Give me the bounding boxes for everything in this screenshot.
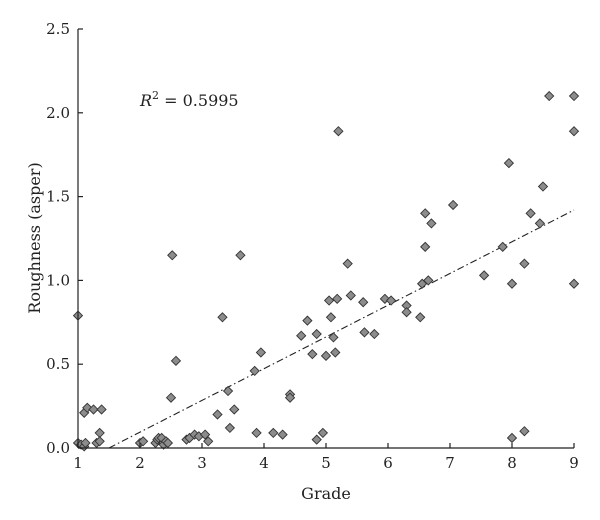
data-point [94,436,105,447]
data-point [277,429,288,440]
data-point [420,241,431,253]
data-point [332,293,343,304]
x-tick-label: 3 [197,454,207,472]
data-point [320,350,332,361]
data-point [284,392,296,403]
data-point [478,270,490,281]
data-point [369,328,380,340]
data-point [268,427,279,439]
points-layer [72,90,580,452]
data-point [235,250,246,261]
x-tick-label: 6 [383,454,393,472]
data-point [249,365,260,377]
data-point [255,347,267,358]
x-tick-label: 7 [445,454,455,472]
x-tick-label: 9 [569,454,579,472]
data-point [222,385,234,397]
y-tick-label: 2.5 [46,20,70,38]
data-point [203,436,214,447]
x-tick-label: 4 [259,454,269,472]
data-point [302,315,313,326]
r2-annotation: R2 = 0.5995 [139,89,239,110]
data-point [199,429,211,440]
data-point [325,312,337,323]
axes-layer: 1 2 3 4 5 6 7 8 9 0.0 0.5 1.0 1.5 2.0 2.5 [46,20,579,472]
x-tick-label: 8 [507,454,517,472]
data-point [251,427,262,439]
y-tick-label: 0.0 [46,439,70,457]
x-tick-label: 1 [73,454,83,472]
data-point [423,275,434,286]
data-point [519,258,530,269]
r2-symbol: R [139,91,152,110]
trendline-layer [108,209,575,449]
r2-superscript: 2 [152,89,159,102]
data-point [503,157,515,169]
data-point [415,312,426,323]
data-point [229,404,240,415]
data-point [94,427,105,439]
data-point [307,349,318,360]
data-point [568,278,580,289]
r2-value: = 0.5995 [159,91,239,110]
data-point [401,307,412,318]
data-point [167,250,178,261]
data-point [506,432,518,444]
x-tick-label: 2 [135,454,145,472]
x-tick-label: 5 [321,454,331,472]
data-point [358,297,369,308]
data-point [330,347,341,358]
data-point [568,90,580,102]
data-point [317,427,329,439]
data-point [359,327,370,338]
y-tick-label: 0.5 [46,355,70,373]
data-point [534,218,546,229]
data-point [537,181,549,192]
data-point [385,295,397,306]
data-point [137,436,149,447]
data-point [420,208,431,219]
data-point [170,355,182,366]
data-point [224,422,236,434]
y-tick-label: 1.0 [46,271,70,289]
data-point [506,278,518,289]
data-point [323,295,335,306]
y-axis-title: Roughness (asper) [25,162,44,313]
y-tick-label: 2.0 [46,104,70,122]
data-point [311,328,322,340]
data-point [426,218,437,229]
data-point [217,312,228,323]
data-point [311,434,322,445]
y-tick-label: 1.5 [46,188,70,206]
x-axis-title: Grade [301,484,351,503]
data-point [96,404,107,415]
data-point [447,199,459,211]
data-point [497,241,508,253]
data-point [525,208,536,219]
data-point [88,404,99,415]
data-point [328,332,339,343]
trendline [108,209,575,449]
data-point [544,90,555,102]
data-point [333,126,344,137]
data-point [212,409,223,420]
data-point [345,290,356,301]
data-point [519,426,530,437]
data-point [568,126,580,137]
data-point [165,392,177,403]
data-point [342,258,353,269]
data-point [296,330,307,341]
